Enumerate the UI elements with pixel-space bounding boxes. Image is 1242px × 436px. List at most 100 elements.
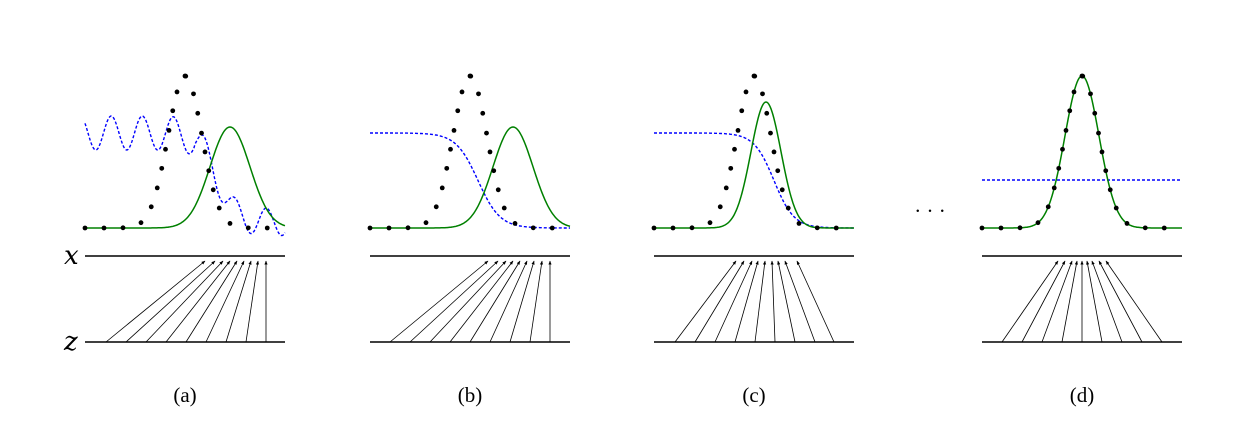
data-point-b bbox=[480, 110, 486, 116]
data-point-a bbox=[195, 110, 201, 116]
mapping-arrow-d bbox=[1091, 260, 1123, 343]
mapping-arrow-b bbox=[469, 260, 521, 343]
data-point-c bbox=[670, 225, 676, 231]
data-point-b bbox=[433, 204, 439, 210]
data-point-a bbox=[174, 89, 180, 95]
data-point-b bbox=[476, 91, 481, 97]
data-point-d bbox=[1056, 165, 1062, 171]
data-point-d bbox=[1124, 221, 1130, 226]
mapping-arrow-b bbox=[489, 260, 528, 343]
mapping-arrow-c bbox=[714, 260, 753, 343]
data-point-c bbox=[689, 225, 695, 231]
data-point-c bbox=[768, 130, 773, 136]
mapping-arrow-a bbox=[225, 260, 252, 343]
data-point-b bbox=[439, 185, 445, 191]
mapping-arrow-d bbox=[1021, 260, 1066, 343]
data-point-a bbox=[191, 91, 196, 97]
mapping-arrow-c bbox=[734, 260, 759, 343]
mapping-arrow-c bbox=[674, 260, 737, 343]
data-point-a bbox=[199, 130, 204, 136]
mapping-arrow-a bbox=[165, 260, 231, 343]
mapping-arrow-d bbox=[1061, 260, 1078, 343]
data-point-a bbox=[138, 220, 144, 226]
data-point-b bbox=[367, 225, 373, 231]
data-point-b bbox=[444, 165, 450, 171]
data-point-c bbox=[814, 225, 820, 231]
data-point-c bbox=[751, 73, 757, 79]
data-point-d bbox=[1035, 220, 1041, 226]
data-point-d bbox=[1103, 168, 1109, 174]
mapping-arrow-c bbox=[784, 260, 816, 343]
data-point-d bbox=[1161, 225, 1167, 231]
discriminator-curve-c bbox=[654, 132, 854, 229]
data-point-c bbox=[739, 108, 745, 114]
data-point-d bbox=[1113, 205, 1119, 211]
data-point-b bbox=[405, 225, 411, 231]
data-point-b bbox=[451, 127, 457, 133]
data-point-d bbox=[1051, 185, 1057, 191]
data-point-c bbox=[735, 127, 741, 133]
mapping-arrow-c bbox=[754, 260, 767, 343]
generative-distribution-curve-c bbox=[654, 101, 854, 229]
mapping-arrow-a bbox=[125, 260, 216, 343]
discriminator-curve-b bbox=[370, 132, 570, 229]
data-point-d bbox=[1096, 130, 1101, 136]
generative-distribution-curve-d bbox=[982, 75, 1182, 229]
z-domain-label: z bbox=[63, 327, 78, 357]
data-point-c bbox=[796, 221, 802, 226]
data-point-a bbox=[216, 205, 222, 211]
data-point-c bbox=[833, 225, 839, 231]
data-point-a bbox=[206, 168, 212, 174]
ellipsis: · · · bbox=[914, 199, 945, 223]
data-point-d bbox=[1067, 108, 1073, 114]
data-point-a bbox=[202, 149, 208, 155]
data-point-d bbox=[1088, 91, 1093, 97]
mapping-arrow-d bbox=[1098, 260, 1143, 343]
data-point-a bbox=[120, 225, 126, 231]
data-point-c bbox=[717, 204, 723, 210]
data-point-d bbox=[1071, 89, 1077, 95]
data-point-a bbox=[163, 146, 168, 152]
data-point-a bbox=[170, 108, 176, 114]
mapping-arrow-c bbox=[777, 260, 796, 343]
mapping-arrow-d bbox=[1041, 260, 1073, 343]
data-point-c bbox=[785, 205, 791, 211]
data-point-b bbox=[484, 130, 489, 136]
x-domain-label: x bbox=[64, 241, 79, 271]
caption-b: (b) bbox=[458, 383, 483, 407]
data-point-c bbox=[707, 220, 713, 226]
generative-distribution-curve-b bbox=[370, 126, 571, 229]
discriminator-curve-a bbox=[84, 115, 286, 237]
data-point-b bbox=[495, 187, 501, 193]
data-point-a bbox=[210, 187, 216, 193]
data-point-d bbox=[1017, 225, 1023, 231]
data-point-d bbox=[979, 225, 985, 231]
data-point-c bbox=[732, 146, 737, 152]
data-point-b bbox=[549, 225, 555, 231]
data-point-b bbox=[491, 168, 497, 174]
data-point-a bbox=[227, 221, 233, 226]
data-point-d bbox=[1107, 187, 1113, 193]
mapping-arrow-b bbox=[509, 260, 535, 343]
data-point-a bbox=[159, 165, 165, 171]
mapping-arrow-a bbox=[205, 260, 245, 343]
data-point-c bbox=[775, 168, 781, 174]
data-point-a bbox=[264, 225, 270, 231]
mapping-arrow-a bbox=[105, 260, 206, 343]
data-point-a bbox=[182, 73, 188, 79]
data-point-b bbox=[501, 205, 507, 211]
data-point-b bbox=[459, 89, 465, 95]
data-point-c bbox=[723, 185, 729, 191]
caption-d: (d) bbox=[1070, 383, 1095, 407]
data-point-d bbox=[1060, 146, 1065, 152]
mapping-arrow-c bbox=[770, 260, 776, 343]
generative-distribution-curve-a bbox=[85, 126, 286, 229]
data-point-d bbox=[1142, 225, 1148, 231]
data-point-c bbox=[764, 110, 770, 116]
data-point-a bbox=[101, 225, 107, 231]
mapping-arrow-b bbox=[389, 260, 489, 343]
data-point-a bbox=[82, 225, 88, 231]
mapping-arrow-b bbox=[529, 260, 544, 343]
data-point-a bbox=[166, 127, 172, 133]
